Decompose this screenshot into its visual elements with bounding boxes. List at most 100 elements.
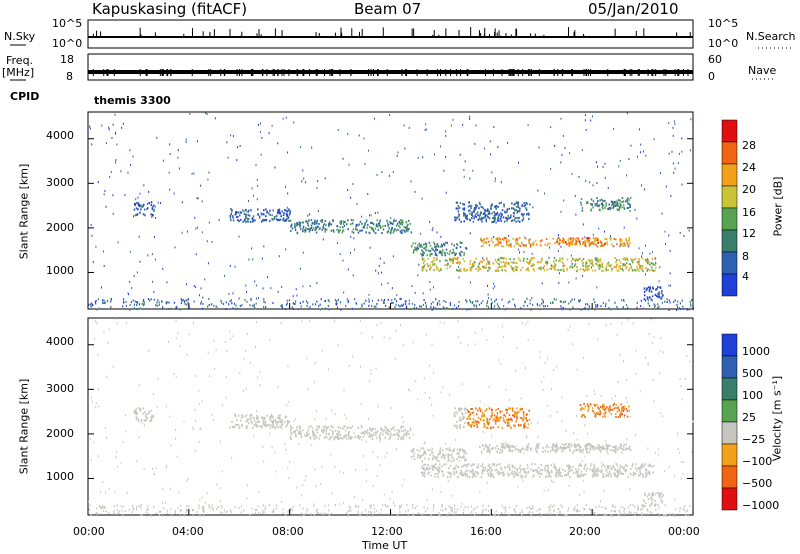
echo-cell xyxy=(643,298,646,301)
echo-cell xyxy=(582,261,585,264)
echo-cell xyxy=(543,269,546,272)
echo-cell xyxy=(328,223,330,226)
echo-cell xyxy=(589,448,592,451)
speckle xyxy=(679,378,681,381)
speckle xyxy=(450,303,452,306)
echo-cell xyxy=(504,466,506,469)
echo-cell xyxy=(491,412,493,415)
echo-cell xyxy=(331,435,333,438)
speckle xyxy=(287,192,289,195)
echo-cell xyxy=(517,201,519,204)
speckle xyxy=(147,254,149,257)
ground-scatter xyxy=(264,507,266,510)
ground-scatter xyxy=(438,511,440,514)
echo-cell xyxy=(586,451,588,454)
ground-scatter xyxy=(383,300,385,303)
speckle xyxy=(295,288,297,291)
echo-cell xyxy=(390,229,393,232)
speckle xyxy=(348,163,350,166)
echo-cell xyxy=(554,450,556,453)
speckle xyxy=(518,248,520,251)
echo-cell xyxy=(450,460,452,463)
echo-cell xyxy=(582,451,584,454)
echo-cell xyxy=(429,250,432,253)
echo-cell xyxy=(336,228,338,231)
ground-scatter xyxy=(398,505,401,508)
echo-cell xyxy=(625,257,628,260)
speckle xyxy=(568,281,570,284)
ground-scatter xyxy=(680,308,682,311)
echo-cell xyxy=(486,450,488,453)
speckle xyxy=(547,489,549,492)
ground-scatter xyxy=(681,299,683,302)
echo-cell xyxy=(342,221,345,224)
echo-cell xyxy=(403,430,405,433)
ground-scatter xyxy=(543,305,545,308)
speckle xyxy=(362,455,364,458)
speckle xyxy=(302,285,304,288)
echo-cell xyxy=(547,469,550,472)
echo-cell xyxy=(253,423,255,426)
ground-scatter xyxy=(539,308,541,311)
ground-scatter xyxy=(690,303,692,306)
speckle xyxy=(238,297,240,300)
echo-cell xyxy=(473,424,475,427)
speckle xyxy=(657,454,659,457)
echo-cell xyxy=(481,265,484,268)
echo-cell xyxy=(271,420,273,423)
echo-cell xyxy=(632,258,634,261)
freq-tick xyxy=(297,69,299,76)
echo-cell xyxy=(568,241,570,244)
echo-cell xyxy=(278,208,281,211)
echo-cell xyxy=(433,456,436,459)
echo-cell xyxy=(271,218,273,221)
echo-cell xyxy=(425,246,427,249)
ground-scatter xyxy=(373,511,376,514)
ground-scatter xyxy=(427,507,429,510)
ground-scatter xyxy=(302,507,304,510)
speckle xyxy=(499,412,501,415)
ground-scatter xyxy=(280,304,282,307)
echo-cell xyxy=(150,419,152,422)
speckle xyxy=(423,513,425,516)
speckle xyxy=(289,461,291,464)
echo-cell xyxy=(577,470,579,473)
echo-cell xyxy=(652,471,654,474)
echo-cell xyxy=(242,415,244,418)
echo-cell xyxy=(480,450,483,453)
freq-tick xyxy=(450,69,452,76)
ground-scatter xyxy=(319,512,321,515)
echo-cell xyxy=(571,266,574,269)
ground-scatter xyxy=(640,305,642,308)
ground-scatter xyxy=(668,299,670,302)
echo-cell xyxy=(645,469,648,472)
ground-scatter xyxy=(360,307,362,310)
echo-cell xyxy=(260,212,263,215)
echo-cell xyxy=(409,429,412,432)
echo-cell xyxy=(504,262,506,265)
echo-cell xyxy=(265,219,268,222)
echo-cell xyxy=(628,202,630,205)
speckle xyxy=(537,421,539,424)
echo-cell xyxy=(486,237,489,240)
echo-cell xyxy=(581,209,584,212)
echo-cell xyxy=(136,213,139,216)
speckle xyxy=(532,206,534,209)
ground-scatter xyxy=(524,301,526,304)
echo-cell xyxy=(400,231,403,234)
speckle xyxy=(452,118,454,121)
echo-cell xyxy=(489,418,491,421)
echo-cell xyxy=(569,449,571,452)
echo-cell xyxy=(614,451,617,454)
echo-cell xyxy=(648,288,651,291)
speckle xyxy=(392,170,394,173)
speckle xyxy=(107,341,109,344)
echo-cell xyxy=(436,257,438,260)
speckle xyxy=(458,276,460,279)
echo-cell xyxy=(579,445,581,448)
xtick-2400: 00:00 xyxy=(668,525,700,538)
echo-cell xyxy=(290,429,292,432)
ground-scatter xyxy=(643,307,645,310)
echo-cell xyxy=(608,265,611,268)
